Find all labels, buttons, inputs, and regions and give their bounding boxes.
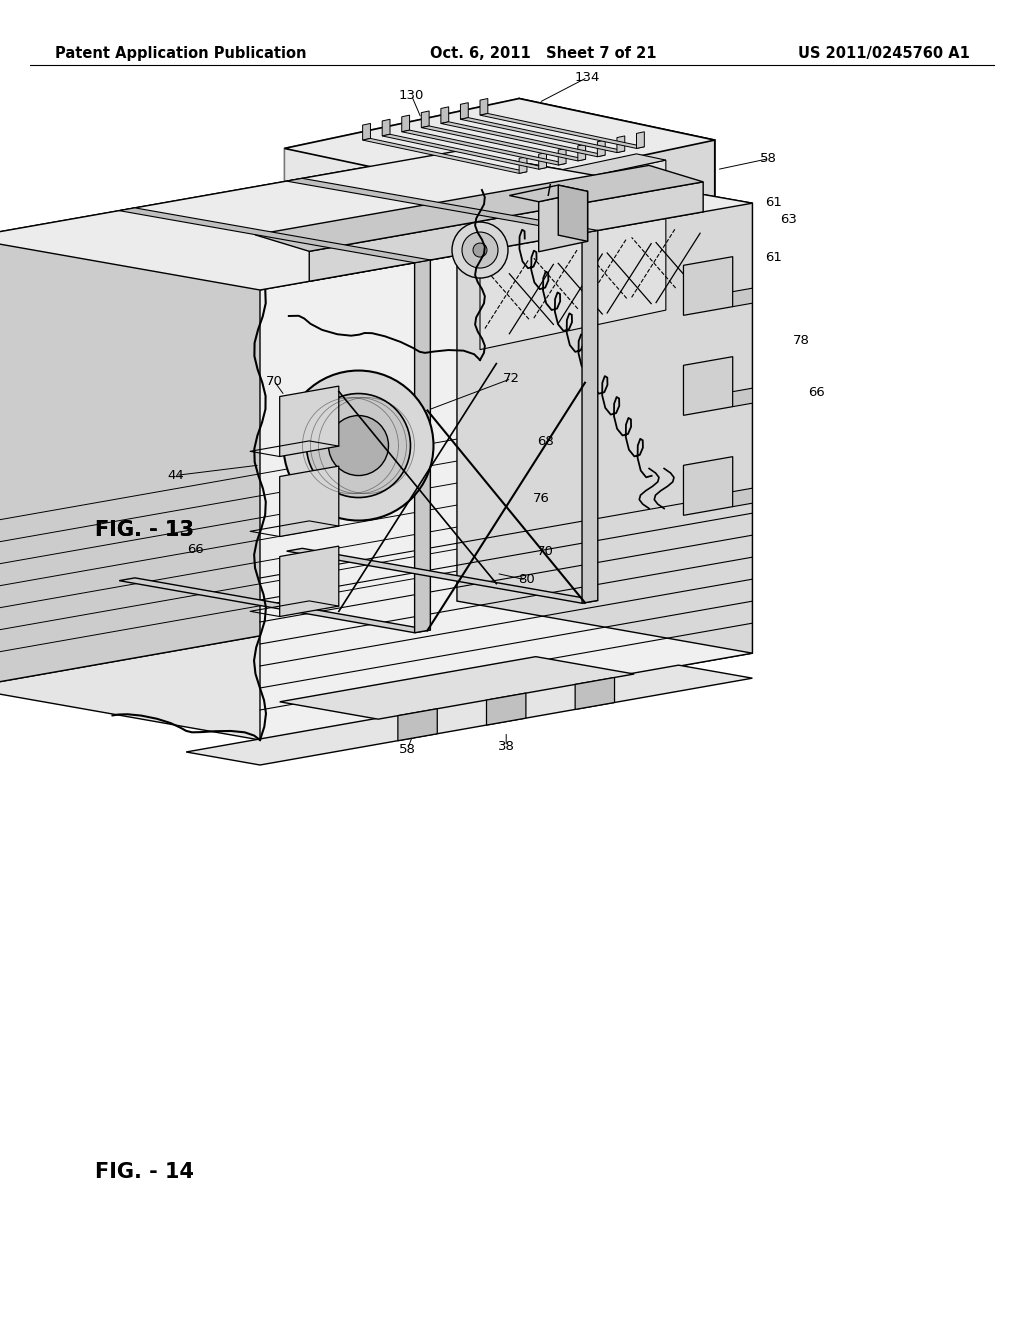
Polygon shape [451,154,666,199]
Polygon shape [519,157,527,173]
Polygon shape [486,693,526,725]
Polygon shape [398,709,437,741]
Polygon shape [616,136,625,153]
Polygon shape [287,178,598,234]
Polygon shape [287,548,598,603]
Text: FIG. - 13: FIG. - 13 [95,520,194,540]
Text: 61: 61 [765,197,782,209]
Text: 78: 78 [794,334,810,347]
Polygon shape [362,139,527,173]
Circle shape [329,416,388,475]
Polygon shape [509,185,588,202]
Polygon shape [578,144,586,161]
Circle shape [306,393,411,498]
Text: 134: 134 [574,71,600,83]
Polygon shape [255,165,703,251]
Text: US 2011/0245760 A1: US 2011/0245760 A1 [798,46,970,61]
Text: 44: 44 [290,259,307,272]
Text: Patent Application Publication: Patent Application Publication [55,46,306,61]
Polygon shape [119,207,430,263]
Polygon shape [733,388,753,407]
Polygon shape [280,546,339,616]
Polygon shape [0,601,753,741]
Polygon shape [558,185,588,242]
Polygon shape [441,107,449,124]
Polygon shape [421,125,586,161]
Polygon shape [733,488,753,507]
Polygon shape [421,111,429,128]
Polygon shape [480,140,715,360]
Circle shape [473,243,487,257]
Polygon shape [597,140,605,157]
Polygon shape [461,103,468,119]
Text: 60: 60 [569,180,586,191]
Text: 70: 70 [266,375,283,388]
Polygon shape [280,387,339,457]
Text: I: I [546,183,551,199]
Text: 58: 58 [760,152,777,165]
Polygon shape [401,131,566,165]
Polygon shape [285,99,715,190]
Polygon shape [461,117,625,153]
Polygon shape [480,160,666,350]
Polygon shape [382,119,390,136]
Polygon shape [186,665,753,766]
Polygon shape [362,124,371,140]
Text: 80: 80 [518,573,535,586]
Polygon shape [285,99,519,318]
Polygon shape [0,150,457,688]
Polygon shape [683,256,733,315]
Polygon shape [260,203,753,741]
Text: 38: 38 [498,741,515,754]
Text: 58: 58 [399,743,416,756]
Polygon shape [480,99,487,115]
Text: 72: 72 [510,279,527,292]
Polygon shape [539,153,547,169]
Polygon shape [0,150,753,290]
Polygon shape [280,466,339,536]
Polygon shape [441,121,605,157]
Polygon shape [683,356,733,416]
Polygon shape [558,148,566,165]
Text: 76: 76 [557,220,573,234]
Text: 54: 54 [700,451,718,465]
Polygon shape [309,182,703,281]
Circle shape [462,232,498,268]
Text: 44: 44 [168,469,184,482]
Polygon shape [539,191,588,252]
Polygon shape [637,132,644,148]
Polygon shape [575,677,614,709]
Text: Oct. 6, 2011   Sheet 7 of 21: Oct. 6, 2011 Sheet 7 of 21 [430,46,656,61]
Text: 66: 66 [187,543,204,556]
Text: 63: 63 [779,213,797,226]
Polygon shape [280,656,634,719]
Polygon shape [480,114,644,148]
Polygon shape [382,135,547,169]
Text: 68: 68 [422,218,438,231]
Polygon shape [415,260,430,632]
Circle shape [284,371,433,520]
Text: 68: 68 [481,338,498,351]
Polygon shape [683,457,733,515]
Text: 76: 76 [532,491,549,504]
Text: 61: 61 [765,251,782,264]
Polygon shape [519,99,715,310]
Text: 72: 72 [503,372,520,385]
Text: FIG. - 13: FIG. - 13 [95,520,194,540]
Circle shape [452,222,508,279]
Text: 66: 66 [808,387,825,399]
Polygon shape [582,231,598,603]
Text: 134: 134 [494,176,519,187]
Text: 78: 78 [384,224,401,238]
Polygon shape [401,115,410,132]
Polygon shape [119,578,430,632]
Polygon shape [457,150,753,653]
Polygon shape [733,288,753,306]
Text: FIG. - 14: FIG. - 14 [95,1162,194,1181]
Text: 70: 70 [538,545,554,558]
Text: 130: 130 [398,88,424,102]
Polygon shape [285,268,715,360]
Text: 68: 68 [538,434,554,447]
Text: 76: 76 [436,231,454,244]
